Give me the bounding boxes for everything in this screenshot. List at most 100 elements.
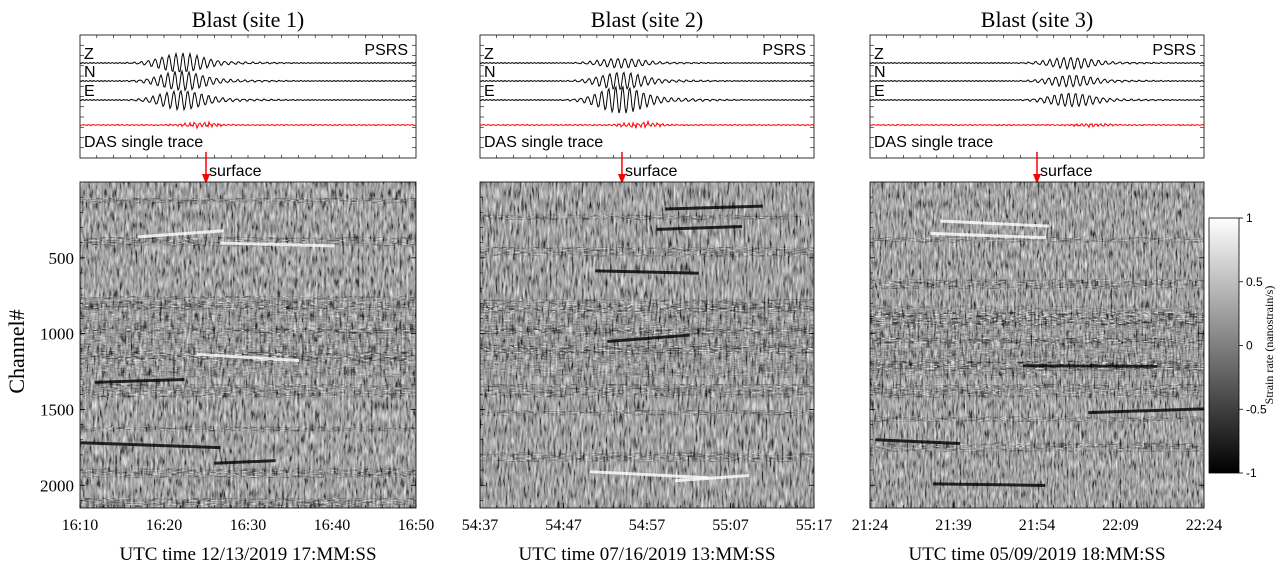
- heatmap-band: [480, 384, 814, 398]
- colorbar-gradient: [1208, 217, 1240, 474]
- x-tick-label: 55:07: [712, 517, 748, 534]
- das-trace: [80, 120, 417, 130]
- component-label-N: N: [874, 64, 886, 81]
- das-trace: [870, 122, 1205, 129]
- surface-arrow-head: [202, 174, 210, 184]
- component-label-Z: Z: [874, 46, 884, 63]
- heatmap: [80, 182, 416, 508]
- colorbar-tick-label: 0: [1246, 339, 1253, 353]
- heatmap-streak: [137, 229, 224, 239]
- surface-arrow-head: [617, 174, 626, 184]
- heatmap-band: [870, 279, 1204, 289]
- y-tick-label: 1000: [40, 325, 74, 344]
- heatmap-streak: [875, 438, 961, 445]
- heatmap-streak: [933, 482, 1046, 487]
- heatmap-streak: [930, 231, 1047, 240]
- component-label-E: E: [874, 83, 885, 100]
- component-label-E: E: [484, 83, 495, 100]
- heatmap-streak: [80, 441, 221, 450]
- seismogram-trace-Z: [479, 57, 815, 69]
- seismogram-trace-N: [869, 75, 1205, 88]
- seismogram-trace-E: [869, 93, 1205, 108]
- colorbar-tick-label: -1: [1246, 466, 1257, 480]
- heatmap-band: [80, 198, 416, 204]
- x-tick-label: 16:50: [398, 517, 434, 534]
- x-axis-label: UTC time 12/13/2019 17:MM:SS: [119, 544, 376, 565]
- x-tick-label: 22:09: [1102, 517, 1138, 534]
- heatmap-band: [480, 214, 814, 220]
- x-tick-label: 55:17: [796, 517, 832, 534]
- heatmap-band: [80, 296, 416, 310]
- x-tick-label: 54:37: [462, 517, 498, 534]
- x-tick-label: 22:24: [1186, 517, 1222, 534]
- y-tick-label: 1500: [40, 400, 74, 419]
- surface-arrow-head: [1033, 174, 1041, 184]
- heatmap-band: [870, 237, 1204, 243]
- seismogram-trace-E: [79, 89, 417, 112]
- seismogram-frame: [869, 34, 1205, 159]
- x-tick-label: 21:24: [852, 517, 888, 534]
- heatmap-streak: [656, 224, 743, 231]
- station-label: PSRS: [762, 42, 806, 59]
- component-label-N: N: [484, 64, 496, 81]
- component-label-Z: Z: [484, 46, 494, 63]
- heatmap-dense-zone: [80, 305, 416, 378]
- das-trace-label: DAS single trace: [874, 134, 993, 151]
- x-axis-label: UTC time 07/16/2019 13:MM:SS: [518, 544, 775, 565]
- heatmap-band: [870, 384, 1204, 398]
- das-trace: [479, 119, 815, 130]
- colorbar-tick-label: 0.5: [1246, 275, 1263, 289]
- x-tick-label: 16:30: [230, 517, 266, 534]
- heatmap-band: [80, 237, 416, 247]
- x-tick-label: 16:40: [314, 517, 350, 534]
- panel-title: Blast (site 3): [981, 7, 1093, 32]
- x-axis-label: UTC time 05/09/2019 18:MM:SS: [908, 544, 1165, 565]
- heatmap-band: [870, 442, 1204, 452]
- heatmap-band: [480, 247, 814, 257]
- heatmap-streak: [1088, 407, 1204, 415]
- seismogram-trace-E: [479, 85, 815, 114]
- colorbar-label: Strain rate (nanostrain/s): [1262, 286, 1276, 405]
- heatmap-band: [80, 384, 416, 398]
- component-label-N: N: [84, 64, 96, 81]
- heatmap-band: [80, 426, 416, 432]
- y-tick-label: 2000: [40, 476, 74, 495]
- heatmap: [480, 182, 814, 508]
- heatmap-band: [480, 410, 814, 416]
- panel-2: Blast (site 2) ZNE PSRS DAS single trace sur…: [462, 7, 832, 565]
- surface-label: surface: [625, 163, 678, 180]
- seismogram-trace-N: [79, 69, 417, 92]
- heatmap-streak: [665, 204, 763, 211]
- x-tick-label: 54:57: [629, 517, 665, 534]
- panel-1: Blast (site 1) ZNE PSRS DAS single trace sur…: [4, 7, 434, 565]
- x-tick-label: 54:47: [545, 517, 581, 534]
- heatmap-streak: [214, 459, 276, 465]
- heatmap-streak: [220, 241, 335, 248]
- seismogram-trace-N: [479, 71, 815, 91]
- heatmap-streak: [674, 473, 750, 483]
- heatmap-streak: [1022, 364, 1158, 368]
- colorbar-tick-label: 1: [1246, 211, 1253, 225]
- panel-title: Blast (site 1): [192, 7, 304, 32]
- station-label: PSRS: [1152, 42, 1196, 59]
- seismogram-frame: [79, 34, 417, 159]
- heatmap-streak: [607, 333, 690, 344]
- heatmap-streak: [196, 352, 300, 363]
- x-tick-label: 21:39: [935, 517, 971, 534]
- component-label-E: E: [84, 83, 95, 100]
- station-label: PSRS: [364, 42, 408, 59]
- x-tick-label: 21:54: [1019, 517, 1055, 534]
- surface-label: surface: [209, 163, 262, 180]
- panel-title: Blast (site 2): [591, 7, 703, 32]
- heatmap: [870, 182, 1204, 508]
- heatmap-band: [480, 452, 814, 462]
- x-tick-label: 16:20: [146, 517, 182, 534]
- y-axis-label: Channel#: [4, 309, 29, 393]
- y-tick-label: 500: [49, 249, 75, 268]
- heatmap-dense-zone: [480, 305, 814, 378]
- heatmap-streak: [940, 219, 1050, 228]
- heatmap-band: [80, 468, 416, 478]
- heatmap-band: [870, 416, 1204, 422]
- x-tick-label: 16:10: [62, 517, 98, 534]
